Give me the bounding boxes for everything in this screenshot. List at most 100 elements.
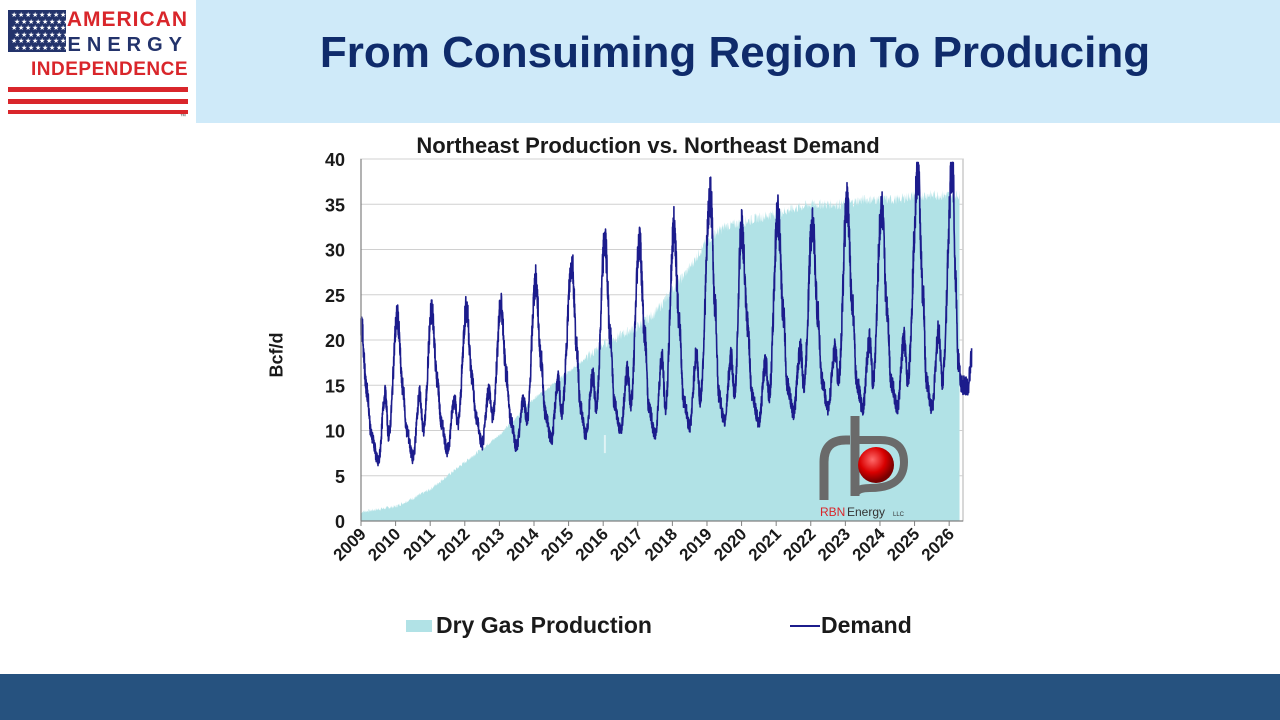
x-tick-label: 2017	[606, 524, 646, 564]
logo-line-1: AMERICAN	[66, 8, 188, 31]
flag-star: ★	[56, 18, 63, 26]
flag-star: ★	[46, 25, 53, 32]
y-tick-label: 10	[325, 422, 345, 442]
flag-star: ★	[39, 12, 46, 19]
chart-title: Northeast Production vs. Northeast Deman…	[416, 133, 880, 158]
rbn-pipe	[851, 436, 909, 497]
x-tick-label: 2012	[433, 524, 473, 564]
flag-star: ★	[18, 38, 25, 45]
flag-star: ★	[28, 44, 35, 52]
flag-star: ★	[56, 31, 63, 39]
x-tick-label: 2013	[468, 524, 508, 564]
flag-star: ★	[63, 44, 70, 52]
flag-star: ★	[25, 12, 32, 19]
flag-star: ★	[14, 18, 21, 26]
flag-star: ★	[49, 18, 56, 26]
flag-star: ★	[53, 38, 60, 45]
x-tick-label: 2011	[400, 524, 440, 564]
flag-star: ★	[32, 38, 39, 45]
flag-star: ★	[63, 18, 70, 26]
x-tick-label: 2025	[883, 524, 923, 564]
logo-stripe	[8, 110, 188, 114]
y-tick-label: 20	[325, 331, 345, 351]
x-tick-label: 2026	[918, 524, 958, 564]
flag-star: ★	[25, 25, 32, 32]
legend-item-demand: Demand	[790, 612, 950, 640]
y-tick-label: 25	[325, 286, 345, 306]
flag-star: ★	[35, 44, 42, 52]
y-tick-label: 5	[335, 467, 345, 487]
legend-label-demand: Demand	[821, 612, 912, 638]
flag-star: ★	[28, 31, 35, 39]
legend-swatch-production	[406, 620, 432, 632]
y-tick-label: 30	[325, 241, 345, 261]
logo-line-2: ENERGY	[67, 34, 188, 56]
y-axis-label: Bcf/d	[266, 332, 287, 378]
us-flag-icon: ★ ★ ★ ★ ★ ★ ★ ★ ★ ★ ★ ★ ★ ★ ★ ★ ★ ★ ★ ★ ★ ★ ★ ★ ★ ★ ★ ★ ★ ★ ★ ★ ★ ★ ★ ★ ★ ★ ★ ★…	[8, 10, 70, 52]
x-tick-label: 2021	[745, 524, 785, 564]
x-tick-label: 2024	[849, 524, 890, 565]
rbn-logo-text: RBN	[820, 505, 845, 519]
flag-star: ★	[53, 25, 60, 32]
flag-star: ★	[18, 12, 25, 19]
logo-stripe	[8, 99, 188, 104]
flag-star: ★	[21, 18, 28, 26]
flag-star: ★	[42, 18, 49, 26]
rbn-logo: RBN Energy LLC	[819, 416, 909, 519]
x-tick-label: 2015	[537, 524, 577, 564]
legend-item-production: Dry Gas Production	[406, 612, 686, 640]
flag-star: ★	[60, 25, 67, 32]
footer-band	[0, 674, 1280, 720]
rbn-logo-suffix: LLC	[893, 512, 905, 518]
flag-star: ★	[35, 31, 42, 39]
rbn-ball	[858, 447, 894, 483]
flag-star: ★	[28, 18, 35, 26]
flag-star: ★	[42, 44, 49, 52]
y-tick-label: 35	[325, 195, 345, 215]
flag-star: ★	[56, 44, 63, 52]
flag-star: ★	[18, 25, 25, 32]
flag-star: ★	[60, 12, 67, 19]
logo-line-3: INDEPENDENCE	[31, 59, 188, 80]
flag-star: ★	[21, 31, 28, 39]
y-tick-label: 40	[325, 150, 345, 170]
x-tick-label: 2023	[814, 524, 854, 564]
flag-star: ★	[63, 31, 70, 39]
rbn-logo-text2: Energy	[847, 505, 885, 519]
flag-star: ★	[53, 12, 60, 19]
flag-star: ★	[32, 25, 39, 32]
flag-star: ★	[11, 25, 18, 32]
x-tick-label: 2014	[503, 524, 544, 565]
flag-star: ★	[46, 38, 53, 45]
slide-title: From Consuiming Region To Producing	[319, 28, 1151, 77]
flag-star: ★	[49, 44, 56, 52]
flag-star: ★	[39, 25, 46, 32]
x-tick-label: 2019	[676, 524, 716, 564]
y-tick-label: 0	[335, 512, 345, 532]
flag-star: ★	[11, 38, 18, 45]
flag-star: ★	[21, 44, 28, 52]
x-tick-label: 2020	[710, 524, 750, 564]
legend-line-demand	[790, 625, 820, 627]
header-band	[196, 0, 1280, 123]
legend-label-production: Dry Gas Production	[436, 612, 652, 638]
production-dip	[603, 435, 606, 454]
x-tick-label: 2018	[641, 524, 681, 564]
logo-trademark: ™	[180, 114, 186, 120]
rbn-pipe	[819, 435, 850, 500]
x-tick-label: 2016	[572, 524, 612, 564]
logo: ★ ★ ★ ★ ★ ★ ★ ★ ★ ★ ★ ★ ★ ★ ★ ★ ★ ★ ★ ★ ★ ★ ★ ★ ★ ★ ★ ★ ★ ★ ★ ★ ★ ★ ★ ★ ★ ★ ★ ★…	[0, 0, 196, 123]
y-tick-label: 15	[325, 376, 345, 396]
flag-star: ★	[60, 38, 67, 45]
flag-star: ★	[35, 18, 42, 26]
flag-star: ★	[42, 31, 49, 39]
flag-star: ★	[32, 12, 39, 19]
flag-star: ★	[46, 12, 53, 19]
flag-star: ★	[49, 31, 56, 39]
flag-star: ★	[25, 38, 32, 45]
logo-stripe	[8, 87, 188, 92]
flag-star: ★	[11, 12, 18, 19]
x-tick-label: 2022	[779, 524, 819, 564]
demand-line	[360, 161, 973, 467]
